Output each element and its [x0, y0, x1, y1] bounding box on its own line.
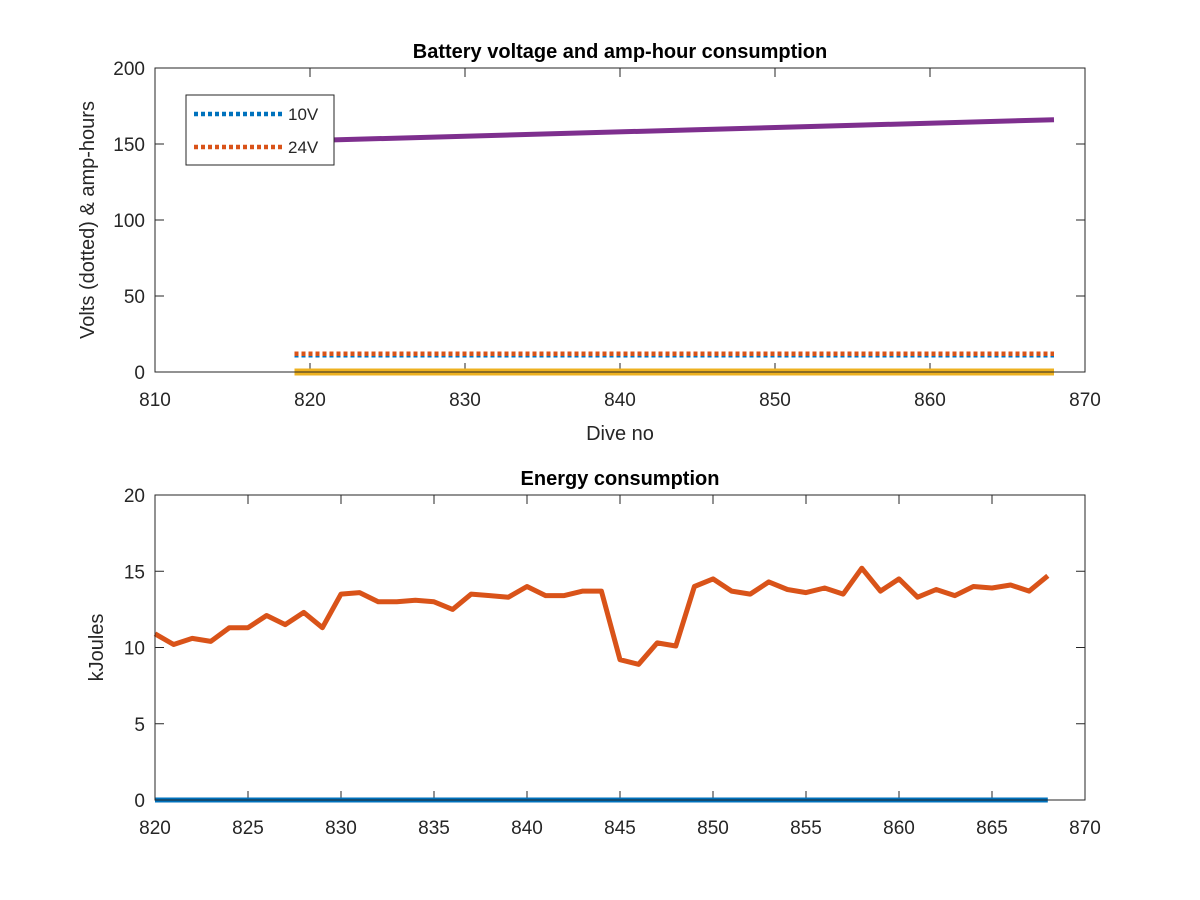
x-tick-label: 870: [1069, 390, 1101, 411]
x-tick-label: 825: [232, 818, 264, 839]
series-layer: [153, 565, 1050, 803]
legend-box: [185, 94, 335, 166]
y-tick-label: 0: [134, 791, 145, 812]
x-tick-label: 860: [883, 818, 915, 839]
voltage-chart: Battery voltage and amp-hour consumption…: [77, 41, 1101, 445]
x-tick-label: 820: [139, 818, 171, 839]
y-tick-label: 20: [124, 486, 145, 507]
chart-title: Battery voltage and amp-hour consumption: [413, 41, 827, 63]
y-tick-label: 150: [113, 135, 145, 156]
x-tick-label: 860: [914, 390, 946, 411]
x-tick-label: 810: [139, 390, 171, 411]
plot-frame: [154, 494, 1086, 801]
ticks: 820 825 830 835 840 845 850 855 860 865 870 0 5 10 15 2…: [124, 486, 1101, 839]
x-tick-label: 850: [759, 390, 791, 411]
legend-label: 24V: [288, 138, 319, 157]
x-tick-label: 835: [418, 818, 450, 839]
x-tick-label: 845: [604, 818, 636, 839]
x-tick-label: 850: [697, 818, 729, 839]
y-axis-title: kJoules: [86, 614, 108, 682]
y-tick-label: 5: [134, 715, 145, 736]
plot-frame: [154, 67, 1086, 373]
y-tick-label: 200: [113, 59, 145, 80]
x-tick-label: 820: [294, 390, 326, 411]
ticks: 810 820 830 840 850 860 870 0 50 100 150 200: [113, 59, 1101, 411]
x-tick-label: 830: [449, 390, 481, 411]
y-tick-label: 10: [124, 639, 145, 660]
y-tick-label: 50: [124, 287, 145, 308]
y-axis-title: Volts (dotted) & amp-hours: [77, 101, 99, 339]
x-tick-label: 855: [790, 818, 822, 839]
x-tick-label: 830: [325, 818, 357, 839]
y-tick-label: 0: [134, 363, 145, 384]
x-tick-label: 840: [604, 390, 636, 411]
chart-title: Energy consumption: [521, 468, 720, 490]
energy-chart: Energy consumption kJoules 820 825 830 835 8…: [86, 468, 1101, 839]
series-layer: [294, 117, 1055, 376]
legend-label: 10V: [288, 105, 319, 124]
x-tick-label: 840: [511, 818, 543, 839]
series-line-3: [294, 117, 1055, 144]
x-tick-label: 870: [1069, 818, 1101, 839]
y-tick-label: 15: [124, 562, 145, 583]
y-tick-label: 100: [113, 211, 145, 232]
series-line-1: [153, 565, 1050, 667]
legend: 10V 24V: [185, 94, 335, 166]
x-axis-title: Dive no: [586, 423, 654, 445]
x-tick-label: 865: [976, 818, 1008, 839]
